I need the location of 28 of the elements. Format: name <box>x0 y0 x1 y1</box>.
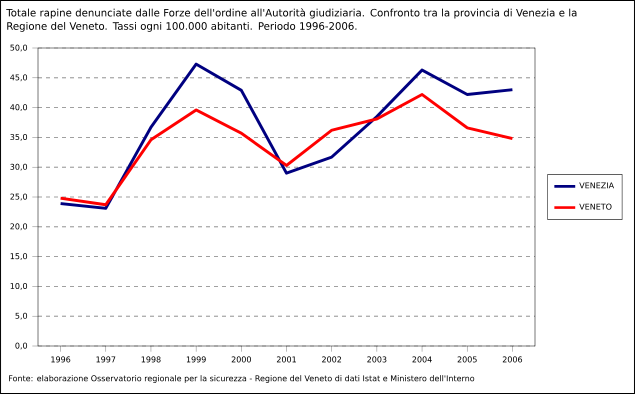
x-tick-label: 2006 <box>502 356 522 362</box>
y-tick-label: 50,0 <box>10 44 28 52</box>
y-tick-label: 30,0 <box>10 164 28 171</box>
chart-title: Totale rapine denunciate dalle Forze dell'ordine all'Autorità giudiziaria. Confronto tra la provincia di Venezia e la Regione del Veneto. Tassi ogni 100.000 abitanti. Periodo 1996-2006. <box>6 8 576 32</box>
x-tick-label: 2005 <box>458 356 477 362</box>
line-series <box>59 62 514 210</box>
x-tick-label: 1996 <box>51 356 70 362</box>
y-tick-label: 45,0 <box>10 74 28 82</box>
y-tick-label: 15,0 <box>10 253 28 260</box>
y-tick-label: 40,0 <box>10 104 28 112</box>
y-tick-label: 0,0 <box>15 342 28 350</box>
x-tick-label: 2000 <box>232 356 251 362</box>
x-tick-label: 2003 <box>367 356 386 362</box>
x-tick-label: 1998 <box>142 356 161 362</box>
legend-label: VENEZIA <box>579 182 614 188</box>
y-tick-label: 25,0 <box>10 194 28 200</box>
x-tick-label: 2001 <box>276 356 296 362</box>
y-tick-label: 5,0 <box>16 312 28 320</box>
x-tick-label: 2002 <box>322 356 342 362</box>
y-tick-label: 20,0 <box>10 223 28 230</box>
x-tick-label: 1997 <box>96 356 116 362</box>
legend-label: VENETO <box>579 204 612 210</box>
y-tick-label: 10,0 <box>10 282 28 290</box>
source-note: Fonte: elaborazione Osservatorio regionale per la sicurezza - Regione del Veneto di dati Istat e Ministero dell'Interno <box>9 375 474 383</box>
x-tick-label: 1999 <box>186 356 206 362</box>
x-tick-label: 2004 <box>412 356 432 362</box>
y-tick-label: 35,0 <box>10 134 28 141</box>
line-series <box>59 93 514 206</box>
